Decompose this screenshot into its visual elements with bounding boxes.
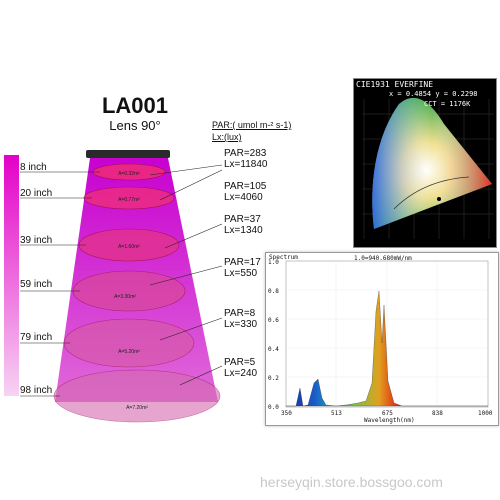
par-value: PAR=17 (224, 257, 261, 268)
distance-label: 79 inch (20, 332, 53, 343)
lux-value: Lx=550 (224, 268, 258, 279)
par-reading: PAR=5 Lx=240 (224, 357, 257, 379)
par-value: PAR=283 (224, 148, 267, 159)
area-label: A=1.60m² (118, 244, 140, 250)
y-tick: 0.4 (268, 346, 279, 353)
area-ellipse (53, 369, 221, 423)
cie-panel: CIE1931 EVERFINE x = 0.4854 y = 0.2298 C… (353, 78, 497, 248)
distance-label: 98 inch (20, 385, 53, 396)
spectrum-title: Spectrum (269, 254, 298, 261)
model-title: LA001 (101, 93, 169, 118)
y-tick: 0.0 (268, 404, 279, 411)
lux-value: Lx=4060 (224, 192, 263, 203)
area-label: A=3.30m² (114, 294, 136, 300)
lux-value: Lx=330 (224, 319, 258, 330)
x-tick: 513 (331, 410, 342, 417)
chromaticity-point (437, 197, 441, 201)
intensity-bar (4, 155, 19, 396)
par-reading: PAR=283 Lx=11840 (224, 148, 267, 170)
x-tick: 675 (382, 410, 393, 417)
spectrum-peak-note: 1.0=940.680mW/nm (354, 255, 412, 262)
cie-title: CIE1931 EVERFINE (356, 80, 434, 89)
par-leader (149, 265, 223, 286)
distance-label: 8 inch (20, 162, 47, 173)
area-label: A=0.32m² (118, 171, 140, 177)
area-label: A=7.20m² (126, 405, 148, 411)
watermark: herseyqin.store.bossgoo.com (260, 474, 443, 490)
lux-unit-label: Lx:(lux) (212, 132, 242, 142)
y-tick: 1.0 (268, 259, 279, 266)
distance-label: 59 inch (20, 279, 53, 290)
x-tick: 838 (432, 410, 443, 417)
x-axis-label: Wavelength(nm) (364, 417, 415, 424)
par-reading: PAR=17 Lx=550 (224, 257, 261, 279)
par-value: PAR=8 (224, 308, 256, 319)
y-tick: 0.6 (268, 317, 279, 324)
spectrum-panel: Spectrum 1.0=940.680mW/nm 0.0 0.2 0.4 0.… (265, 252, 499, 426)
lux-value: Lx=1340 (224, 225, 263, 236)
lamp-icon (86, 150, 170, 158)
par-leader (164, 223, 223, 249)
spectrum-curve (286, 290, 488, 407)
lux-value: Lx=240 (224, 368, 258, 379)
par-leader (179, 365, 223, 386)
area-label: A=5.20m² (118, 349, 140, 355)
y-tick: 0.8 (268, 288, 279, 295)
y-tick: 0.2 (268, 375, 279, 382)
area-label: A=0.77m² (118, 197, 140, 203)
spectrum-chart (285, 260, 489, 408)
x-tick: 350 (281, 410, 292, 417)
area-ellipse (72, 270, 186, 312)
light-distribution-diagram: A=0.32m² A=0.77m² A=1.60m² A=3.30m² A=5.… (20, 150, 223, 423)
par-reading: PAR=105 Lx=4060 (224, 181, 266, 203)
lens-subtitle: Lens 90° (109, 118, 161, 133)
x-tick: 1000 (478, 410, 493, 417)
cie-diagram (362, 97, 494, 239)
par-leader (159, 317, 223, 341)
par-unit-label: PAR:( umol m-² s-1) (212, 120, 292, 130)
par-leader (149, 164, 223, 176)
distance-label: 39 inch (20, 235, 53, 246)
par-leader (159, 169, 223, 201)
par-value: PAR=105 (224, 181, 267, 192)
area-ellipse (63, 318, 195, 368)
cie-cct: CCT = 1176K (424, 100, 471, 108)
par-value: PAR=37 (224, 214, 261, 225)
par-value: PAR=5 (224, 357, 256, 368)
distance-label: 20 inch (20, 188, 53, 199)
cie-xy: x = 0.4854 y = 0.2298 (389, 90, 478, 98)
par-reading: PAR=37 Lx=1340 (224, 214, 263, 236)
lux-value: Lx=11840 (224, 159, 268, 170)
par-reading: PAR=8 Lx=330 (224, 308, 257, 330)
